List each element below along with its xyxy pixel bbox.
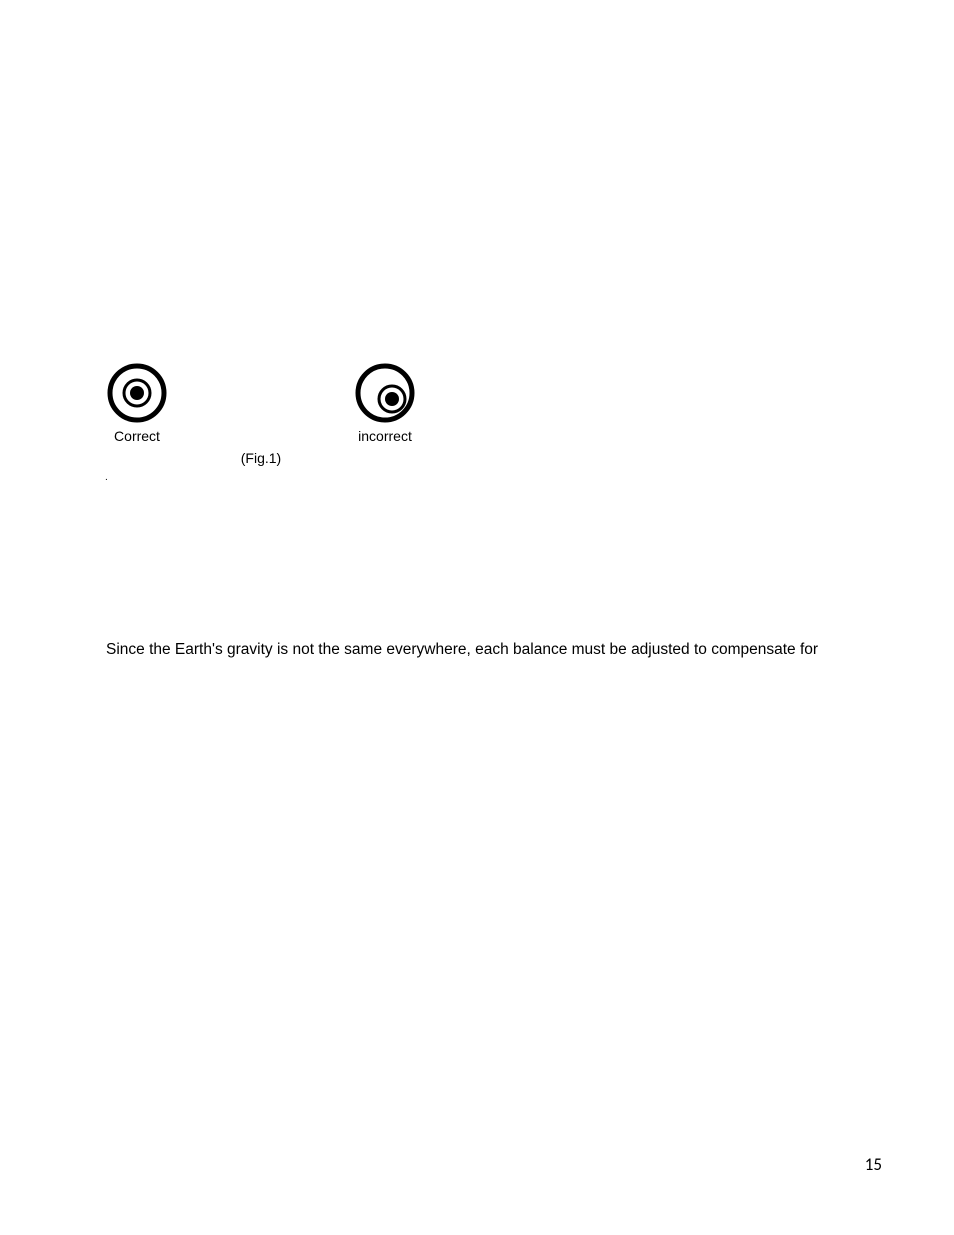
page-number: 15 bbox=[865, 1154, 882, 1175]
bubble-row: Correct incorrect bbox=[106, 362, 416, 444]
document-page: Correct incorrect (Fig.1) . Since the Ea… bbox=[0, 0, 954, 1235]
level-bubble-incorrect-icon bbox=[354, 362, 416, 424]
incorrect-bubble-group: incorrect bbox=[354, 362, 416, 444]
figure-1: Correct incorrect (Fig.1) bbox=[106, 362, 416, 466]
level-bubble-correct-icon bbox=[106, 362, 168, 424]
incorrect-label: incorrect bbox=[358, 428, 412, 444]
correct-bubble-group: Correct bbox=[106, 362, 168, 444]
body-paragraph: Since the Earth's gravity is not the sam… bbox=[106, 640, 894, 661]
correct-label: Correct bbox=[114, 428, 160, 444]
figure-caption: (Fig.1) bbox=[106, 450, 416, 466]
stray-dot: . bbox=[105, 472, 108, 483]
